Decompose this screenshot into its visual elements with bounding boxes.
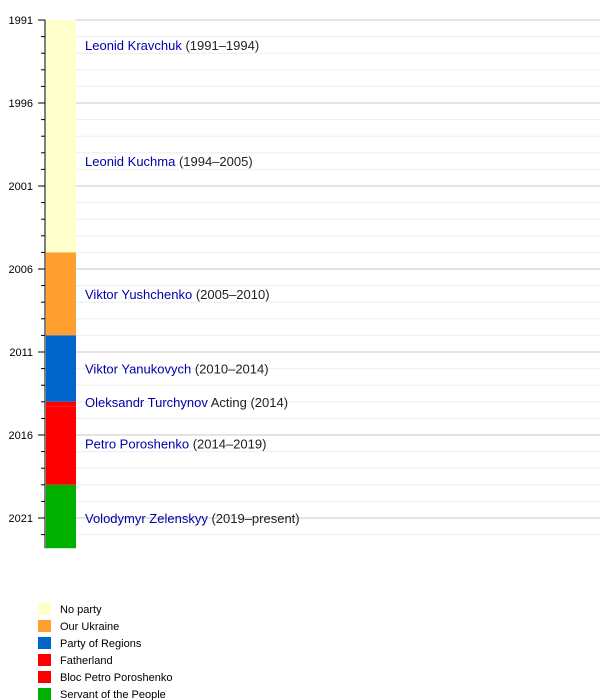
president-name-link[interactable]: Leonid Kuchma — [85, 154, 176, 169]
legend-label: Party of Regions — [60, 638, 142, 650]
president-label: Leonid Kravchuk (1991–1994) — [85, 38, 259, 53]
president-label: Leonid Kuchma (1994–2005) — [85, 154, 253, 169]
term-years: (1991–1994) — [182, 38, 259, 53]
legend-swatch — [38, 654, 51, 666]
president-name-link[interactable]: Volodymyr Zelenskyy — [85, 511, 208, 526]
president-name-link[interactable]: Petro Poroshenko — [85, 436, 189, 451]
legend-label: Bloc Petro Poroshenko — [60, 672, 173, 684]
party-segment-bar — [46, 484, 76, 549]
legend-label: Fatherland — [60, 655, 113, 667]
year-tick-label: 2011 — [9, 347, 33, 359]
president-name-link[interactable]: Leonid Kravchuk — [85, 38, 182, 53]
year-tick-label: 1991 — [9, 15, 33, 27]
party-segment-bar — [46, 401, 76, 407]
year-tick-label: 2006 — [9, 264, 33, 276]
year-tick-label: 2001 — [9, 181, 33, 193]
party-segment-bar — [46, 406, 76, 485]
party-segment-bar — [46, 252, 76, 336]
party-segment-bar — [46, 20, 76, 253]
term-years: Acting (2014) — [208, 395, 288, 410]
president-name-link[interactable]: Viktor Yushchenko — [85, 287, 192, 302]
year-tick-label: 2016 — [9, 430, 33, 442]
term-years: (2014–2019) — [189, 436, 266, 451]
president-name-link[interactable]: Oleksandr Turchynov — [85, 395, 208, 410]
year-tick-label: 1996 — [9, 98, 33, 110]
president-label: Petro Poroshenko (2014–2019) — [85, 436, 266, 451]
legend-label: Servant of the People — [60, 689, 166, 700]
term-years: (1994–2005) — [175, 154, 252, 169]
president-label: Viktor Yushchenko (2005–2010) — [85, 287, 270, 302]
legend-swatch — [38, 603, 51, 615]
party-segment-bar — [46, 335, 76, 402]
legend-label: No party — [60, 604, 102, 616]
year-tick-label: 2021 — [9, 513, 33, 525]
legend-label: Our Ukraine — [60, 621, 119, 633]
legend-swatch — [38, 637, 51, 649]
term-years: (2019–present) — [208, 511, 300, 526]
legend-swatch — [38, 620, 51, 632]
president-name-link[interactable]: Viktor Yanukovych — [85, 362, 191, 377]
president-label: Volodymyr Zelenskyy (2019–present) — [85, 511, 300, 526]
term-years: (2005–2010) — [192, 287, 269, 302]
president-label: Oleksandr Turchynov Acting (2014) — [85, 395, 288, 410]
legend-swatch — [38, 671, 51, 683]
president-label: Viktor Yanukovych (2010–2014) — [85, 362, 269, 377]
term-years: (2010–2014) — [191, 362, 268, 377]
legend-swatch — [38, 688, 51, 700]
